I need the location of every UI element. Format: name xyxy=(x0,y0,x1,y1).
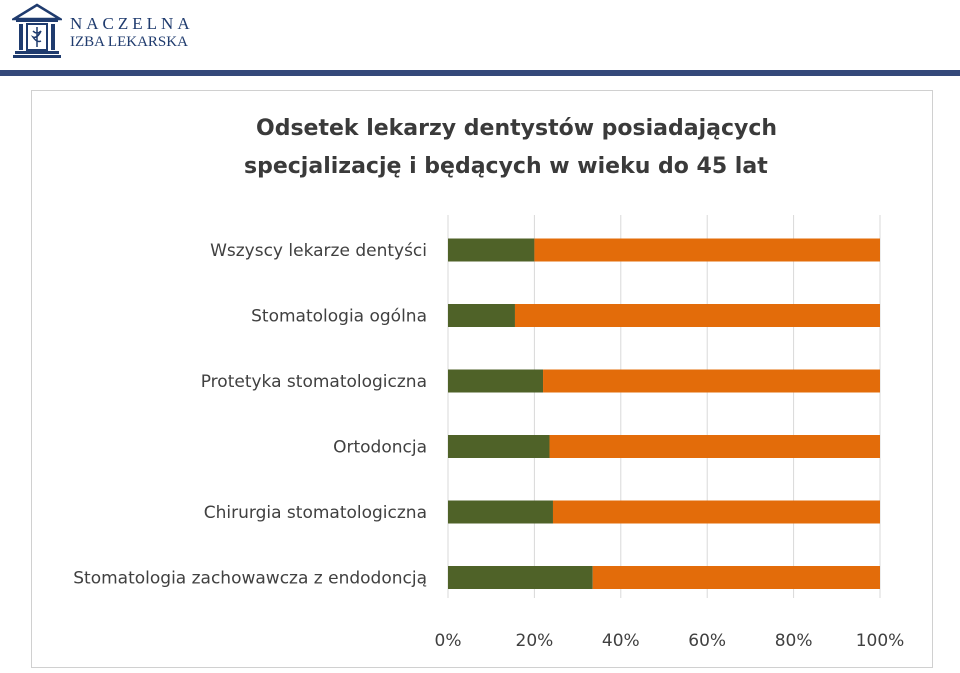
x-tick-label: 80% xyxy=(775,631,813,651)
logo-line-1: NACZELNA xyxy=(70,14,194,33)
bar-segment-series-1 xyxy=(448,500,553,524)
chart-title-line-2: specjalizację i będących w wieku do 45 l… xyxy=(244,154,768,179)
category-label: Stomatologia ogólna xyxy=(251,307,427,327)
bar-segment-series-2 xyxy=(552,500,880,524)
category-label: Wszyscy lekarze dentyści xyxy=(210,241,427,261)
category-label: Protetyka stomatologiczna xyxy=(201,372,427,392)
x-tick-label: 100% xyxy=(856,631,905,651)
x-tick-label: 40% xyxy=(602,631,640,651)
category-label: Chirurgia stomatologiczna xyxy=(204,503,427,523)
category-label: Ortodoncja xyxy=(333,438,427,458)
bar-segment-series-2 xyxy=(543,369,880,393)
bar-segment-series-2 xyxy=(514,304,880,327)
bar-segment-series-2 xyxy=(549,435,880,458)
logo-building-icon xyxy=(12,3,62,58)
bar-segment-series-1 xyxy=(448,304,515,327)
bar-segment-series-1 xyxy=(448,566,593,589)
header-divider xyxy=(0,70,960,76)
chart-title-line-1: Odsetek lekarzy dentystów posiadających xyxy=(256,116,778,141)
logo-text: NACZELNA IZBA LEKARSKA xyxy=(70,14,194,52)
bar-segment-series-2 xyxy=(592,566,880,589)
x-tick-label: 60% xyxy=(688,631,726,651)
category-label: Stomatologia zachowawcza z endodoncją xyxy=(73,569,427,589)
x-tick-label: 0% xyxy=(435,631,462,651)
bar-segment-series-1 xyxy=(448,435,550,458)
header: NACZELNA IZBA LEKARSKA xyxy=(0,0,960,78)
x-tick-label: 20% xyxy=(516,631,554,651)
bar-segment-series-1 xyxy=(448,238,535,262)
bar-segment-series-1 xyxy=(448,369,544,393)
bar-segment-series-2 xyxy=(534,238,880,262)
logo-line-2: IZBA LEKARSKA xyxy=(70,34,188,50)
